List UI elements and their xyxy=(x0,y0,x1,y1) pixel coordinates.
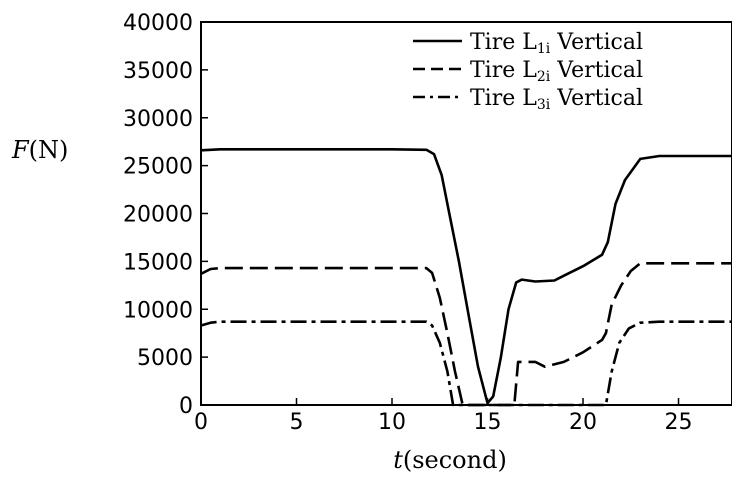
plot-area xyxy=(200,21,732,407)
y-tick-label: 30000 xyxy=(123,107,193,132)
series-line xyxy=(200,261,732,407)
legend-entry: Tire L3i Vertical xyxy=(413,86,643,113)
series-line xyxy=(200,148,732,405)
x-tick-label: 15 xyxy=(474,410,502,435)
y-tick-label: 20000 xyxy=(123,203,193,228)
y-tick-label: 10000 xyxy=(123,298,193,323)
x-axis-label: t(second) xyxy=(393,446,507,474)
y-tick-label: 25000 xyxy=(123,155,193,180)
series-line xyxy=(200,320,732,407)
y-tick-label: 15000 xyxy=(123,250,193,275)
legend-entry: Tire L2i Vertical xyxy=(413,58,643,85)
y-axis-variable: F xyxy=(11,136,30,164)
x-tick-label: 20 xyxy=(569,410,597,435)
x-tick-label: 25 xyxy=(665,410,693,435)
y-axis: 0 5000 10000 15000 20000 25000 30000 35000 40000 xyxy=(123,11,208,419)
x-axis-variable: t xyxy=(393,446,403,474)
y-axis-label: F(N) xyxy=(11,136,68,164)
legend: Tire L1i Vertical Tire L2i Vertical Tire… xyxy=(413,30,643,113)
y-tick-label: 0 xyxy=(179,394,193,419)
legend-label: Tire L2i Vertical xyxy=(470,58,643,85)
x-axis-unit: (second) xyxy=(403,446,507,474)
legend-entry: Tire L1i Vertical xyxy=(413,30,643,57)
y-tick-label: 5000 xyxy=(137,346,193,371)
x-tick-label: 0 xyxy=(194,410,208,435)
y-axis-unit: (N) xyxy=(29,136,69,164)
x-axis: 0 5 10 15 20 25 xyxy=(194,398,693,435)
series-lines xyxy=(200,148,732,407)
x-tick-label: 5 xyxy=(290,410,304,435)
legend-label: Tire L1i Vertical xyxy=(470,30,643,57)
x-tick-label: 10 xyxy=(378,410,406,435)
y-tick-label: 40000 xyxy=(123,11,193,36)
plot-frame xyxy=(200,21,732,406)
y-tick-label: 35000 xyxy=(123,59,193,84)
legend-label: Tire L3i Vertical xyxy=(470,86,643,113)
